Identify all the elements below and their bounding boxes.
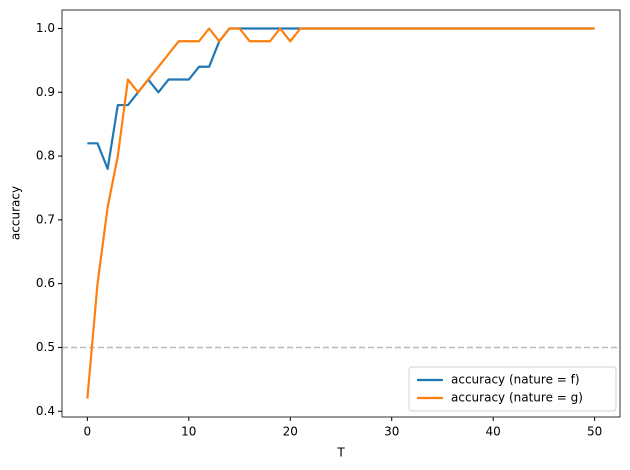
x-tick-label: 10 (181, 425, 196, 439)
legend-label: accuracy (nature = g) (451, 391, 583, 405)
legend-box (408, 366, 617, 412)
y-tick-label: 0.4 (36, 404, 55, 418)
y-tick-label: 0.8 (36, 149, 55, 163)
x-tick-label: 0 (84, 425, 92, 439)
x-tick-label: 20 (283, 425, 298, 439)
x-tick-label: 30 (384, 425, 399, 439)
x-tick-label: 50 (587, 425, 602, 439)
data-line (87, 27, 595, 170)
legend-label: accuracy (nature = f) (451, 373, 580, 387)
y-tick-label: 0.9 (36, 85, 55, 99)
x-axis-label: T (336, 446, 345, 460)
y-tick-label: 1.0 (36, 21, 55, 35)
plot-frame (61, 9, 621, 418)
y-axis-label: accuracy (9, 186, 23, 240)
y-tick-label: 0.5 (36, 340, 55, 354)
x-tick-label: 40 (486, 425, 501, 439)
y-tick-label: 0.6 (36, 276, 55, 290)
data-line (86, 27, 595, 399)
y-tick-label: 0.7 (36, 212, 55, 226)
